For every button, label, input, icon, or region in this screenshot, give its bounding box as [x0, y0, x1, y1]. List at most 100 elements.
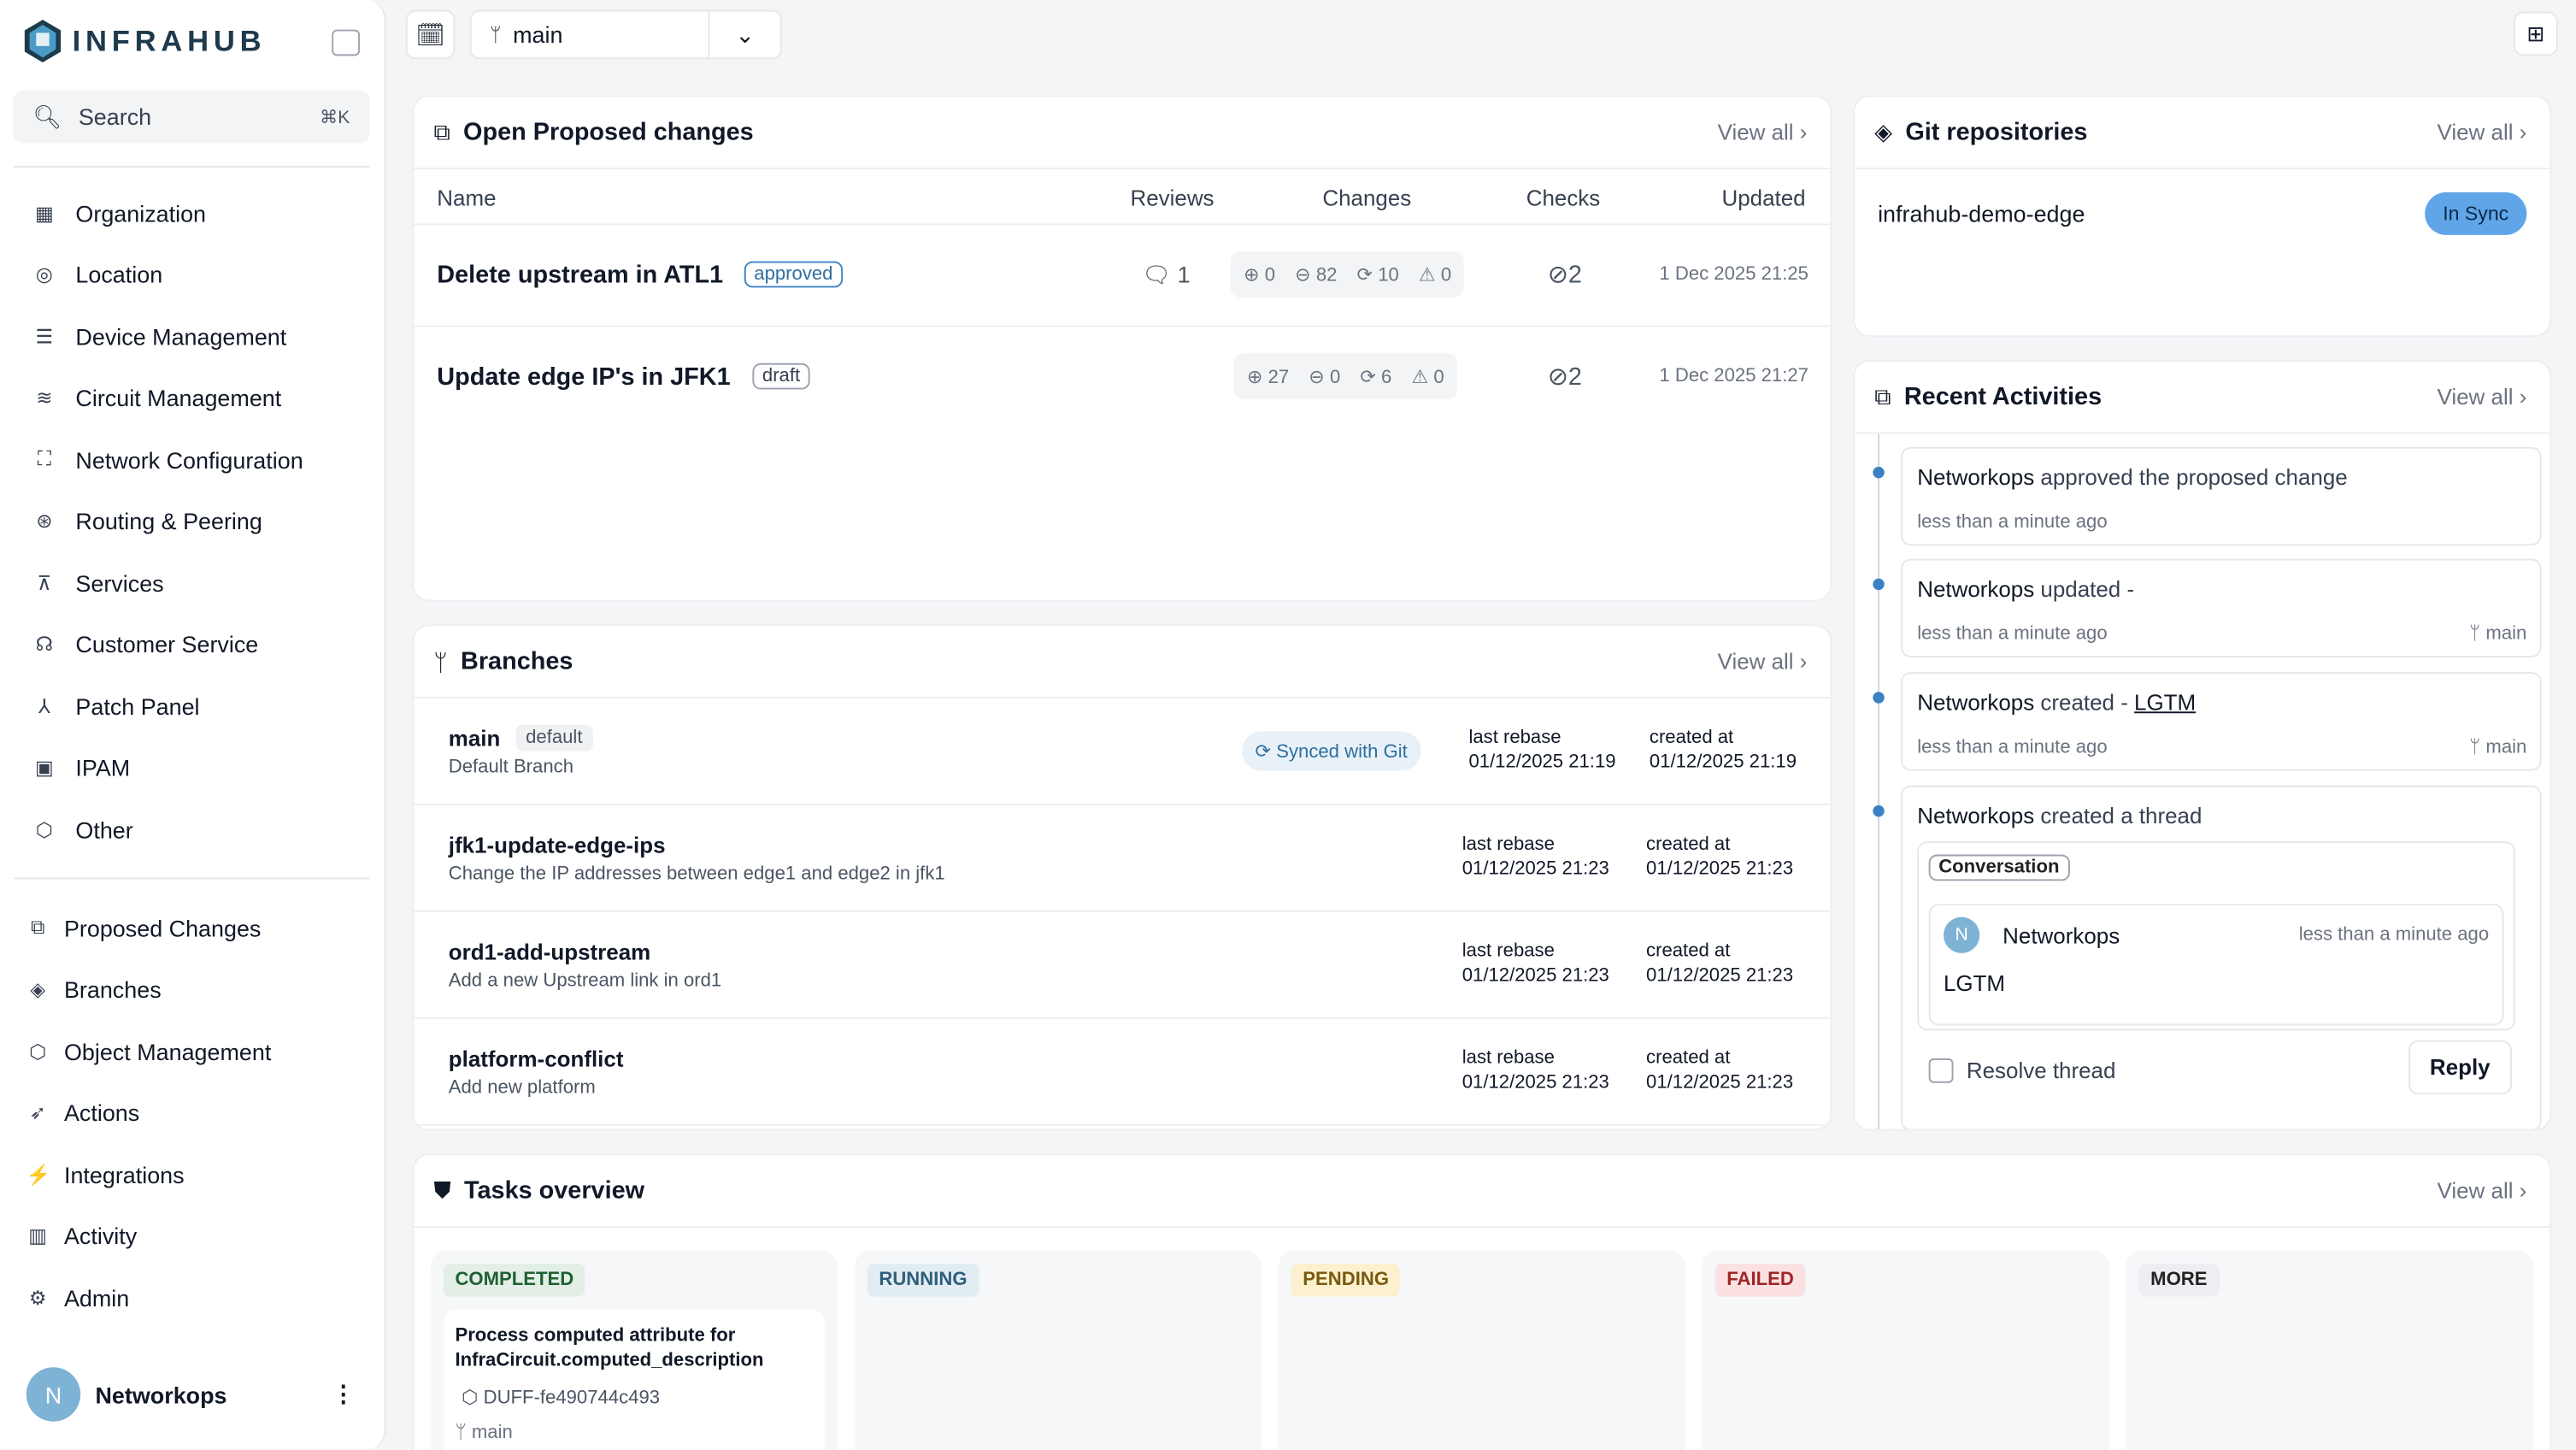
sidebar-item-admin[interactable]: ⚙ Admin [0, 1267, 386, 1329]
divider [13, 166, 370, 168]
proposed-change-row[interactable]: Update edge IP's in JFK1 draft ⊕ 27 ⊖ 0 … [414, 327, 1830, 429]
branch-row[interactable]: jfk1-update-edge-ips Change the IP addre… [414, 805, 1831, 912]
sidebar-item-label: Network Configuration [75, 446, 303, 474]
updated-date: 1 Dec 2025 21:25 [1659, 264, 1808, 285]
sidebar-item-location[interactable]: ◎ Location [0, 244, 386, 305]
handshake-icon: ☊ [35, 633, 54, 657]
branch-name[interactable]: main [448, 726, 501, 752]
sidebar-item-organization[interactable]: ▦ Organization [0, 182, 386, 244]
nav-main: ▦ Organization ◎ Location ☰ Device Management… [0, 182, 386, 860]
sidebar-item-customer-service[interactable]: ☊ Customer Service [0, 614, 386, 675]
sidebar-item-label: Circuit Management [75, 385, 282, 412]
proposed-change-name[interactable]: Update edge IP's in JFK1 [437, 362, 731, 392]
sidebar-item-label: Customer Service [75, 631, 259, 658]
sidebar-item-label: Object Management [63, 1038, 272, 1065]
collapse-sidebar-button[interactable] [332, 29, 360, 56]
sidebar-item-activity[interactable]: ▥ Activity [0, 1205, 386, 1267]
activity-link[interactable]: LGTM [2134, 690, 2197, 716]
task-branch: ᛘ main [455, 1423, 513, 1443]
repo-row[interactable]: infrahub-demo-edge In Sync [1855, 169, 2550, 235]
view-all-link[interactable]: View all › [1717, 649, 1808, 675]
sidebar-item-services[interactable]: ⊼ Services [0, 552, 386, 614]
branch-name[interactable]: ord1-add-upstream [448, 940, 651, 965]
logo[interactable]: INFRAHUB [23, 18, 266, 64]
comment-author: Networkops [2003, 923, 2120, 949]
sidebar-item-ipam[interactable]: ▣ IPAM [0, 737, 386, 799]
activity-item: Networkops approved the proposed change l… [1900, 446, 2542, 546]
view-all-link[interactable]: View all › [2437, 1178, 2527, 1204]
search-input[interactable]: 🔍︎ Search ⌘K [13, 90, 370, 144]
recent-activities-card: ⧉ Recent Activities View all › Networkop… [1853, 359, 2552, 1131]
git-branch-icon: ᛘ [455, 1423, 467, 1443]
added-count: ⊕ 27 [1246, 368, 1290, 388]
col-name: Name [437, 186, 497, 211]
apps-grid-button[interactable]: ⊞ [2513, 11, 2558, 56]
task-column-more: MORE [2126, 1250, 2534, 1450]
sidebar-item-routing-peering[interactable]: ⊛ Routing & Peering [0, 491, 386, 552]
activity-text: created a thread [2034, 803, 2203, 828]
last-rebase: last rebase 01/12/2025 21:23 [1461, 834, 1609, 880]
minus-circle-icon: ⊖ [1295, 266, 1311, 286]
last-rebase: last rebase 01/12/2025 21:23 [1461, 1048, 1609, 1093]
col-updated: Updated [1721, 186, 1806, 211]
more-vertical-icon[interactable]: ⋮ [332, 1380, 356, 1407]
warning-icon: ⚠︎ [1411, 368, 1429, 388]
sidebar-item-network-configuration[interactable]: ⛶ Network Configuration [0, 429, 386, 491]
nav-system: ⧉ Proposed Changes ◈ Branches ⬡ Object Manage… [0, 898, 386, 1329]
sidebar-item-label: Activity [63, 1223, 138, 1250]
sidebar-item-object-management[interactable]: ⬡ Object Management [0, 1021, 386, 1082]
view-all-link[interactable]: View all › [1717, 120, 1808, 145]
branch-row[interactable]: main Default Branch default ⟳ Synced wit… [414, 698, 1831, 805]
col-changes: Changes [1322, 186, 1412, 211]
layers-icon: ◈ [30, 978, 46, 1002]
timeline-dot [1873, 466, 1885, 479]
created-at: created at 01/12/2025 21:23 [1646, 941, 1794, 987]
activity-branch: ᛘ main [2468, 624, 2527, 645]
sitemap-icon: ⊼ [37, 571, 52, 595]
calendar-clock-button[interactable]: 🗓︎ [405, 9, 456, 60]
task-status-label: FAILED [1714, 1264, 1806, 1297]
timeline-line [1878, 433, 1879, 1129]
branch-description: Default Branch [448, 757, 573, 778]
sidebar-item-device-management[interactable]: ☰ Device Management [0, 306, 386, 368]
activity-actor: Networkops [1917, 464, 2035, 490]
sidebar-item-actions[interactable]: ➶ Actions [0, 1082, 386, 1144]
git-branch-icon: ᛘ [2468, 738, 2481, 758]
sidebar-item-label: Device Management [75, 323, 287, 350]
card-title: Recent Activities [1903, 382, 2103, 411]
sidebar-item-branches[interactable]: ◈ Branches [0, 959, 386, 1021]
sidebar-item-other[interactable]: ⬡ Other [0, 799, 386, 860]
sidebar-item-patch-panel[interactable]: ⅄ Patch Panel [0, 675, 386, 737]
updated-date: 1 Dec 2025 21:27 [1659, 366, 1808, 386]
git-icon: ◈ [1874, 118, 1892, 145]
sidebar-item-label: IPAM [75, 754, 131, 781]
proposed-change-row[interactable]: Delete upstream in ATL1 approved 🗨︎ 1 ⊕ … [414, 225, 1831, 327]
resolve-thread-label[interactable]: Resolve thread [1966, 1058, 2116, 1083]
sidebar-item-proposed-changes[interactable]: ⧉ Proposed Changes [0, 898, 386, 959]
task-card[interactable]: Process computed attribute for InfraCirc… [443, 1309, 825, 1450]
view-all-link[interactable]: View all › [2437, 384, 2527, 410]
branch-selector[interactable]: ᛘ main ⌄ [469, 9, 782, 60]
resolve-thread-checkbox[interactable] [1928, 1058, 1954, 1083]
activity-time: less than a minute ago [1917, 738, 2108, 758]
task-status-label: RUNNING [867, 1264, 979, 1297]
sidebar-item-circuit-management[interactable]: ≋ Circuit Management [0, 368, 386, 429]
card-title: Tasks overview [464, 1176, 645, 1205]
proposed-change-name[interactable]: Delete upstream in ATL1 [437, 261, 724, 290]
sidebar-item-label: Other [75, 816, 133, 843]
col-reviews: Reviews [1130, 186, 1214, 211]
avatar: N [26, 1367, 81, 1422]
reply-button[interactable]: Reply [2408, 1040, 2512, 1095]
user-menu[interactable]: N Networkops ⋮ [26, 1367, 356, 1422]
server-icon: ☰ [35, 325, 54, 349]
branch-row[interactable]: platform-conflict Add new platform last … [414, 1019, 1831, 1126]
branch-row[interactable]: ord1-add-upstream Add a new Upstream lin… [414, 912, 1831, 1019]
thread-panel: Conversation N Networkops less than a mi… [1917, 841, 2515, 1031]
sidebar-item-label: Proposed Changes [63, 915, 262, 941]
branch-name[interactable]: jfk1-update-edge-ips [448, 833, 666, 858]
sidebar-item-integrations[interactable]: ⚡ Integrations [0, 1144, 386, 1205]
chevron-down-icon[interactable]: ⌄ [708, 9, 780, 60]
branch-name[interactable]: platform-conflict [448, 1046, 624, 1072]
checks-count: ⊘2 [1547, 362, 1582, 392]
view-all-link[interactable]: View all › [2437, 120, 2527, 145]
